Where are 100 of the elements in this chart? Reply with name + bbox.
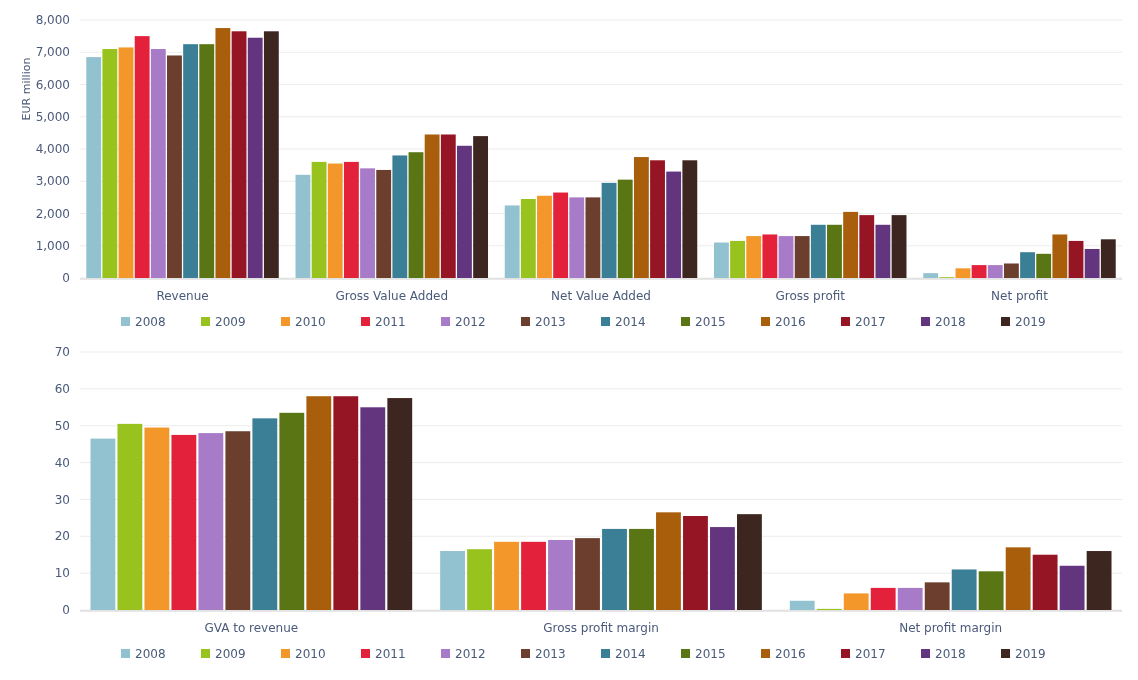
legend-label: 2015 — [695, 315, 726, 329]
y-tick-label: 70 — [54, 345, 70, 360]
bar — [629, 528, 654, 610]
bar — [440, 134, 456, 278]
bar — [343, 161, 359, 278]
bar — [537, 195, 552, 278]
x-tick-label: Net profit margin — [899, 621, 1003, 635]
legend-label: 2019 — [1015, 647, 1046, 661]
bar — [1068, 240, 1084, 278]
legend-label: 2017 — [855, 647, 886, 661]
bar — [602, 528, 627, 610]
bar — [494, 541, 519, 610]
bar — [924, 582, 950, 610]
bar — [473, 136, 489, 278]
legend-label: 2013 — [535, 315, 566, 329]
y-tick-label: 6,000 — [35, 77, 70, 92]
bar — [1084, 248, 1100, 278]
bar — [171, 434, 197, 610]
bar — [263, 31, 279, 278]
legend-label: 2013 — [535, 647, 566, 661]
y-tick-label: 1,000 — [35, 238, 70, 253]
bar — [1020, 252, 1035, 278]
legend-label: 2012 — [455, 647, 486, 661]
bar — [548, 539, 573, 610]
bar — [215, 28, 231, 278]
bar — [713, 242, 729, 278]
bar — [650, 160, 665, 278]
bar — [1052, 234, 1068, 278]
bar — [504, 205, 520, 278]
bar — [102, 49, 118, 278]
x-tick-label: Gross profit margin — [543, 621, 659, 635]
bar — [134, 36, 150, 278]
bar — [521, 541, 546, 610]
bar — [183, 44, 199, 278]
legend-label: 2009 — [215, 315, 246, 329]
legend-label: 2016 — [775, 647, 806, 661]
bar — [794, 236, 810, 278]
bar — [167, 55, 182, 278]
bar — [710, 527, 735, 610]
bar — [575, 538, 600, 610]
y-tick-label: 5,000 — [35, 109, 70, 124]
y-tick-label: 60 — [54, 382, 70, 397]
legend-label: 2009 — [215, 647, 246, 661]
bar — [843, 593, 869, 610]
legend-label: 2014 — [615, 315, 646, 329]
y-tick-label: 2,000 — [35, 206, 70, 221]
bar — [306, 396, 332, 610]
bar — [746, 236, 762, 278]
bar — [730, 240, 745, 278]
bar — [247, 37, 263, 278]
bar — [118, 47, 134, 278]
bar — [789, 600, 815, 610]
x-tick-label: Revenue — [156, 289, 209, 303]
legend-label: 2019 — [1015, 315, 1046, 329]
bar — [231, 31, 247, 278]
bar — [1003, 263, 1019, 278]
bar — [150, 49, 166, 278]
legend-label: 2016 — [775, 315, 806, 329]
legend-label: 2018 — [935, 647, 966, 661]
bar — [376, 169, 392, 278]
y-tick-label: 20 — [54, 529, 70, 544]
bar — [951, 569, 977, 610]
x-tick-label: Net Value Added — [551, 289, 651, 303]
bar — [252, 418, 278, 610]
x-tick-label: Gross profit — [775, 289, 846, 303]
bar — [737, 514, 762, 610]
bar — [225, 431, 251, 610]
bar — [897, 587, 923, 610]
bar — [520, 198, 536, 278]
legend-label: 2008 — [135, 315, 166, 329]
bar — [762, 234, 778, 278]
y-axis-title: EUR million — [20, 57, 33, 121]
bar — [656, 512, 681, 610]
bar — [199, 44, 215, 278]
bar — [360, 168, 375, 278]
bar — [86, 57, 102, 278]
bar — [778, 236, 794, 278]
y-tick-label: 7,000 — [35, 45, 70, 60]
bar — [891, 215, 907, 278]
bar — [295, 174, 311, 278]
bar — [1005, 547, 1031, 610]
legend-label: 2010 — [295, 315, 326, 329]
bar — [333, 396, 359, 610]
y-tick-label: 0 — [62, 603, 70, 618]
bar — [553, 192, 569, 278]
bar — [392, 155, 408, 278]
bar — [311, 161, 327, 278]
bar — [827, 224, 842, 278]
bar — [971, 265, 987, 278]
bar — [1032, 554, 1058, 610]
bar — [978, 571, 1004, 610]
y-tick-label: 10 — [54, 566, 70, 581]
bar — [987, 265, 1003, 278]
bar — [870, 587, 896, 610]
legend-label: 2015 — [695, 647, 726, 661]
bar — [457, 145, 472, 278]
bar — [424, 134, 440, 278]
bar — [810, 224, 826, 278]
x-tick-label: GVA to revenue — [204, 621, 299, 635]
bar — [467, 549, 492, 610]
